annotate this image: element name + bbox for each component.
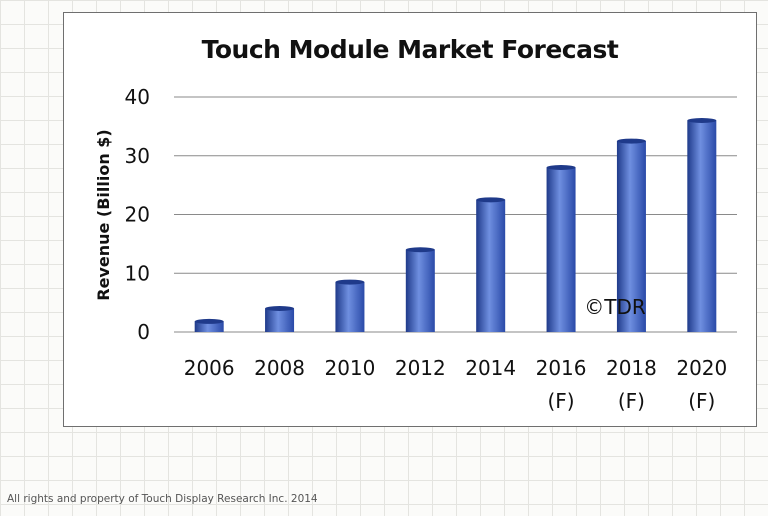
bars (194, 118, 717, 332)
x-tick-label: 2008 (254, 356, 305, 380)
x-tick-forecast-label: (F) (548, 389, 575, 413)
bar-cap (265, 306, 295, 311)
bar-2016-(F) (546, 165, 576, 332)
x-tick-labels: 2006 2008 2010 2012 2014 2016 (F) 2018 (F) 2020 (F… (184, 356, 728, 413)
y-tick-label: 20 (125, 203, 150, 227)
y-tick-label: 30 (125, 144, 150, 168)
y-tick-label: 10 (125, 261, 150, 285)
bar-cap (405, 247, 435, 253)
x-tick-label: 2006 (184, 356, 235, 380)
bar-2012 (405, 247, 435, 332)
bar-2006 (194, 318, 224, 332)
y-tick-label: 0 (137, 320, 150, 344)
bar-2008 (265, 306, 295, 332)
gridlines (174, 96, 737, 333)
x-tick-label: 2012 (395, 356, 446, 380)
y-tick-labels: 0 10 20 30 40 (125, 85, 150, 344)
bar-body (476, 199, 506, 332)
x-tick-label: 2020 (676, 356, 727, 380)
bar-body (335, 282, 365, 332)
bar-body (194, 321, 224, 332)
bar-cap (194, 318, 224, 324)
x-tick-label: 2018 (606, 356, 657, 380)
bar-body (405, 249, 435, 332)
bar-2010 (335, 279, 365, 332)
y-axis-label: Revenue (Billion $) (94, 129, 113, 301)
watermark-text: ©TDR (584, 295, 646, 319)
bar-cap (687, 118, 717, 123)
copyright-footer: All rights and property of Touch Display… (7, 493, 318, 505)
bar-cap (476, 197, 506, 203)
x-tick-label: 2014 (465, 356, 516, 380)
bar-2020-(F) (687, 118, 717, 332)
bar-body (616, 141, 646, 332)
x-tick-forecast-label: (F) (618, 389, 645, 413)
chart-title: Touch Module Market Forecast (202, 35, 619, 64)
x-tick-label: 2016 (536, 356, 587, 380)
y-tick-label: 40 (125, 85, 150, 109)
x-tick-forecast-label: (F) (688, 389, 715, 413)
bar-2018-(F) (616, 138, 646, 332)
bar-body (265, 308, 295, 332)
bar-body (546, 167, 576, 332)
bar-cap (616, 138, 646, 144)
x-tick-label: 2010 (324, 356, 375, 380)
bar-2014 (476, 197, 506, 332)
bar-cap (546, 165, 576, 170)
bar-body (687, 120, 717, 332)
bar-cap (335, 279, 365, 285)
